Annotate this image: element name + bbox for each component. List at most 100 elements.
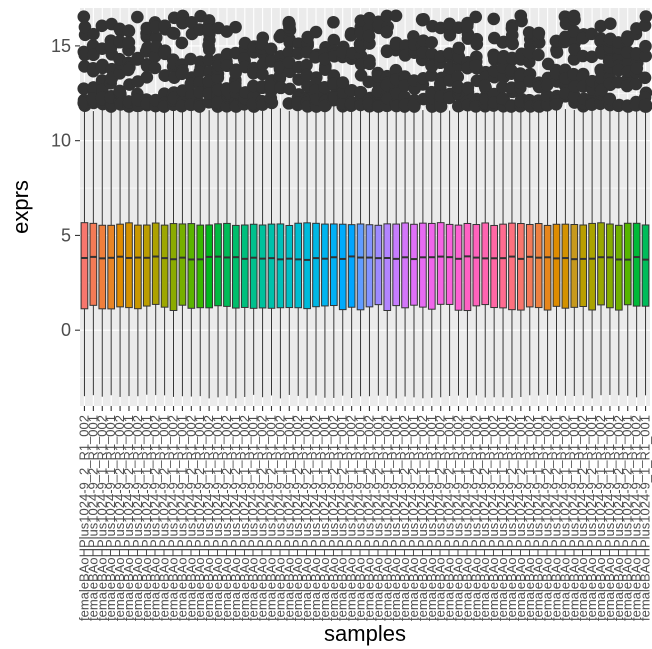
box-iqr — [445, 223, 454, 305]
x-tick-label: femaleBAoHPlus1024-9_1_R1_002 — [308, 415, 323, 621]
outlier-point — [211, 71, 225, 85]
outlier-point — [158, 19, 172, 33]
outlier-point — [202, 23, 216, 37]
x-tick-label: femaleBAoHPlus1024-9_2_R1_001 — [548, 415, 563, 621]
outlier-point — [300, 58, 313, 72]
outlier-point — [318, 52, 332, 66]
outlier-point — [594, 34, 607, 48]
outlier-point — [78, 48, 92, 62]
x-tick-label: femaleBAoHPlus1024-9_2_R1_002 — [183, 415, 198, 621]
x-tick-label: femaleBAoHPlus1024-9_1_R1_001 — [531, 415, 546, 621]
box-iqr — [249, 223, 258, 309]
outlier-point — [362, 29, 376, 43]
x-tick-label: femaleBAoHPlus1024-9_1_R1_002 — [629, 415, 644, 621]
box-iqr — [427, 222, 436, 310]
box-iqr — [365, 224, 374, 308]
box-iqr — [543, 224, 552, 311]
x-tick-label: femaleBAoHPlus1024-9_2_R1_001 — [299, 415, 314, 621]
x-tick-label: femaleBAoHPlus1024-9_2_R1_002 — [433, 415, 448, 621]
outlier-point — [407, 98, 421, 112]
outlier-point — [496, 92, 510, 106]
box-iqr — [223, 222, 231, 307]
box-iqr — [561, 223, 570, 309]
x-tick-label: femaleBAoHPlus1024-9_2_R1_001 — [157, 415, 172, 621]
y-tick-label: 0 — [61, 320, 71, 340]
box-iqr — [552, 223, 561, 307]
outlier-point — [176, 16, 189, 30]
box-iqr — [107, 224, 116, 310]
outlier-point — [532, 48, 545, 62]
x-axis-title: samples — [324, 621, 406, 646]
x-tick-label: femaleBAoHPlus1024-9_1_R1_001 — [210, 415, 225, 621]
box-iqr — [205, 224, 213, 309]
outlier-point — [354, 86, 368, 99]
outlier-point — [496, 80, 509, 94]
outlier-point — [148, 61, 162, 75]
x-tick-label: femaleBAoHPlus1024-9_1_R1_001 — [246, 415, 261, 621]
outlier-point — [389, 63, 403, 77]
outlier-point — [229, 80, 242, 94]
outlier-point — [629, 77, 643, 91]
outlier-point — [380, 9, 394, 23]
x-tick-label: femaleBAoHPlus1024-9_2_R1_001 — [121, 415, 136, 621]
x-tick-label: femaleBAoHPlus1024-9_1_R1_001 — [424, 415, 439, 621]
box-iqr — [454, 224, 463, 311]
box-iqr — [89, 222, 98, 306]
box-iqr — [606, 223, 614, 309]
outlier-point — [487, 12, 501, 26]
box-iqr — [597, 222, 605, 306]
outlier-point — [469, 59, 482, 72]
sample-box — [504, 19, 519, 398]
sample-box — [585, 27, 599, 399]
sample-box — [398, 39, 412, 397]
outlier-point — [505, 28, 519, 42]
box-iqr — [80, 222, 89, 310]
outlier-point — [630, 61, 644, 75]
outlier-point — [567, 9, 581, 23]
x-tick-label: femaleBAoHPlus1024-9_1_R1_001 — [317, 415, 332, 621]
x-tick-label: femaleBAoHPlus1024-9_1_R1_002 — [593, 415, 608, 621]
outlier-point — [461, 81, 475, 95]
x-tick-label: femaleBAoHPlus1024-9_2_R1_001 — [192, 415, 207, 621]
x-tick-label: femaleBAoHPlus1024-9_1_R1_001 — [174, 415, 189, 621]
box-iqr — [285, 224, 294, 309]
sample-box — [478, 65, 493, 398]
box-iqr — [329, 223, 338, 307]
outlier-point — [585, 50, 599, 64]
outlier-point — [229, 20, 242, 34]
outlier-point — [122, 63, 135, 77]
x-tick-label: femaleBAoHPlus1024-9_2_R1_001 — [406, 415, 421, 621]
box-iqr — [312, 222, 320, 308]
x-tick-label: femaleBAoHPlus1024-9_1_R1_002 — [522, 415, 537, 621]
y-axis-title: exprs — [8, 180, 33, 234]
outlier-point — [425, 36, 438, 49]
sample-box — [576, 28, 591, 396]
outlier-point — [318, 99, 332, 113]
box-iqr — [160, 224, 169, 308]
outlier-point — [122, 24, 136, 37]
x-tick-label: femaleBAoHPlus1024-9_2_R1_002 — [219, 415, 234, 621]
outlier-point — [87, 27, 100, 41]
box-iqr — [472, 224, 481, 307]
box-iqr — [392, 223, 401, 307]
x-tick-label: femaleBAoHPlus1024-9_1_R1_002 — [557, 415, 572, 621]
box-iqr — [294, 222, 303, 309]
sample-box — [611, 36, 626, 396]
outlier-point — [451, 80, 465, 94]
outlier-point — [78, 20, 92, 34]
box-iqr — [187, 223, 196, 309]
outlier-point — [496, 36, 510, 49]
box-iqr — [383, 223, 392, 311]
box-iqr — [142, 224, 151, 307]
box-iqr — [232, 224, 240, 309]
outlier-point — [363, 57, 376, 71]
outlier-point — [532, 26, 546, 40]
x-tick-label: femaleBAoHPlus1024-9_1_R1_002 — [451, 415, 466, 621]
outlier-point — [550, 46, 564, 59]
outlier-point — [639, 49, 652, 63]
outlier-point — [255, 37, 269, 51]
x-tick-label: femaleBAoHPlus1024-9_1_R1_001 — [103, 415, 118, 621]
outlier-point — [505, 81, 518, 94]
